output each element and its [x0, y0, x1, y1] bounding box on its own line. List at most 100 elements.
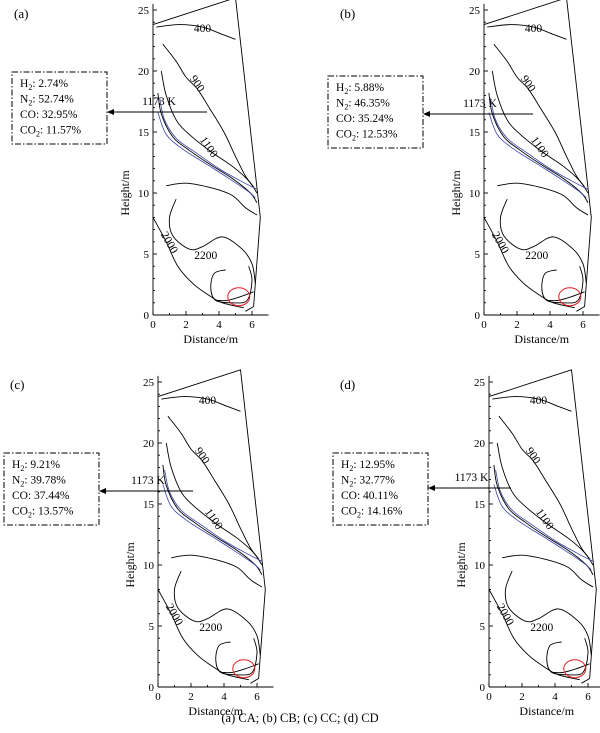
y-tick-label: 5	[475, 249, 481, 261]
composition-line-n2: N2: 46.35%	[336, 98, 390, 112]
isotherm-1173	[495, 469, 594, 562]
contour-label-1100: 1100	[533, 507, 556, 533]
composition-line-co: CO: 40.11%	[341, 490, 399, 502]
contour-label-900: 900	[523, 445, 543, 466]
gas-composition-box	[11, 71, 108, 145]
arrow-head	[428, 485, 435, 491]
y-tick-label: 5	[480, 621, 486, 633]
x-tick-label: 6	[585, 691, 591, 703]
x-tick-label: 4	[552, 691, 558, 703]
y-tick-label: 25	[469, 5, 481, 17]
isotherm-1173-b	[162, 484, 261, 571]
contour-2200	[541, 266, 584, 304]
x-tick-label: 2	[519, 691, 525, 703]
y-axis-title: Height/m	[449, 170, 463, 216]
gasifier-outline	[157, 369, 266, 684]
contour-2000-inner	[168, 198, 256, 284]
x-axis-title: Distance/m	[519, 704, 574, 718]
contour-label-2000: 2000	[494, 602, 516, 628]
hot-zone-circle	[227, 287, 251, 307]
contour-2200	[210, 266, 253, 304]
contour-900	[167, 415, 259, 560]
composition-line-co: CO: 32.95%	[20, 109, 78, 121]
isotherm-1173-b	[493, 484, 592, 571]
y-tick-label: 15	[138, 127, 150, 139]
y-axis-title: Height/m	[118, 170, 132, 216]
y-tick-label: 15	[474, 499, 486, 511]
arrow-head	[99, 488, 106, 494]
y-tick-label: 20	[469, 66, 481, 78]
contour-1000	[496, 442, 594, 566]
contour-core	[215, 291, 254, 302]
gasifier-outline	[152, 0, 261, 312]
contour-400	[161, 396, 241, 412]
contour-400	[492, 396, 572, 412]
panel-label: (d)	[340, 377, 355, 392]
x-tick-label: 2	[188, 691, 194, 703]
gas-composition-box	[327, 75, 424, 149]
composition-line-n2: N2: 52.74%	[20, 94, 74, 108]
contour-core	[551, 663, 590, 674]
contour-900	[162, 43, 254, 188]
isotherm-1173	[164, 469, 263, 562]
y-tick-label: 10	[143, 560, 155, 572]
isotherm-1173-b	[157, 112, 256, 199]
contour-upper-hot	[497, 182, 589, 216]
contour-900	[493, 43, 585, 188]
y-tick-label: 15	[469, 127, 481, 139]
composition-line-co2: CO2: 14.16%	[341, 506, 403, 520]
contour-2000-outer	[488, 589, 580, 681]
contour-2000-outer	[483, 217, 575, 309]
contour-label-2000: 2000	[489, 230, 511, 256]
contour-2000-inner	[173, 570, 261, 656]
y-tick-label: 15	[143, 499, 155, 511]
gasifier-outline	[483, 0, 592, 312]
contour-label-1100: 1100	[202, 507, 225, 533]
y-tick-label: 10	[138, 188, 150, 200]
x-tick-label: 0	[150, 319, 156, 331]
contour-2200	[215, 638, 258, 676]
arrow-label-1173k: 1173 K	[131, 475, 165, 487]
panel-a: (a) 0 2 4 6 0 5 10 15 20 25 Distance/m Height/m 400 90…	[11, 0, 269, 346]
arrow-label-1173k: 1173 K	[455, 472, 489, 484]
y-tick-label: 10	[474, 560, 486, 572]
contour-2000-outer	[157, 589, 249, 681]
arrow-label-1173k: 1173 K	[142, 96, 176, 108]
y-tick-label: 0	[475, 310, 481, 322]
contour-label-2200: 2200	[525, 250, 548, 262]
panel-label: (c)	[10, 377, 24, 392]
contour-label-900: 900	[187, 73, 207, 94]
contour-label-1100: 1100	[197, 135, 220, 161]
contour-label-400: 400	[194, 23, 212, 35]
contour-1000	[491, 70, 589, 194]
panel-c: (c) 0 2 4 6 0 5 10 15 20 25 Distance/m Height/m 400 90…	[3, 369, 274, 718]
arrow-head	[423, 111, 430, 117]
y-tick-label: 25	[138, 5, 150, 17]
gas-composition-box	[332, 452, 429, 526]
x-tick-label: 6	[580, 319, 586, 331]
x-axis-title: Distance/m	[183, 332, 238, 346]
y-axis-title: Height/m	[123, 542, 137, 588]
contour-1000	[160, 70, 258, 194]
y-tick-label: 25	[143, 377, 155, 389]
y-tick-label: 0	[149, 682, 155, 694]
gas-composition-box	[3, 452, 100, 526]
contour-400	[156, 24, 236, 40]
contour-label-900: 900	[192, 445, 212, 466]
y-tick-label: 25	[474, 377, 486, 389]
isotherm-1173	[490, 97, 589, 190]
contour-label-400: 400	[199, 395, 217, 407]
y-axis-title: Height/m	[454, 542, 468, 588]
panel-label: (a)	[14, 6, 28, 21]
contour-label-900: 900	[518, 73, 538, 94]
contour-label-1100: 1100	[528, 135, 551, 161]
x-tick-label: 4	[221, 691, 227, 703]
y-tick-label: 5	[149, 621, 155, 633]
composition-line-h2: H2: 12.95%	[341, 459, 395, 473]
contour-900	[498, 415, 590, 560]
x-tick-label: 6	[254, 691, 260, 703]
panel-label: (b)	[340, 6, 355, 21]
contour-upper-hot	[171, 554, 263, 588]
contour-core	[220, 663, 259, 674]
